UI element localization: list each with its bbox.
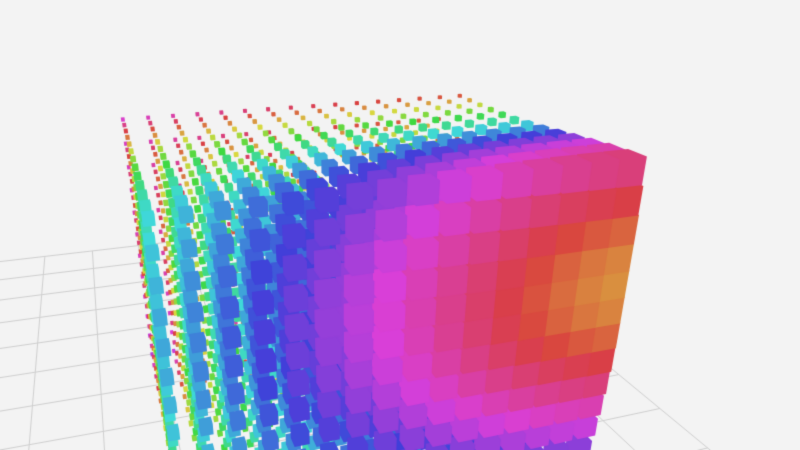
- scene-viewport[interactable]: [0, 0, 800, 450]
- cube-wave-canvas[interactable]: [0, 0, 800, 450]
